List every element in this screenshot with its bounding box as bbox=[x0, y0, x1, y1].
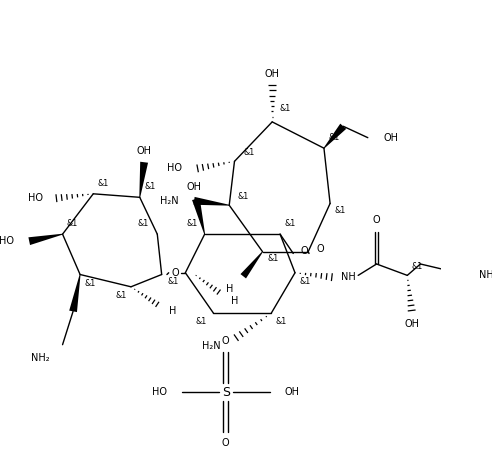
Text: NH: NH bbox=[340, 272, 355, 282]
Polygon shape bbox=[192, 198, 205, 234]
Text: &1: &1 bbox=[279, 104, 290, 113]
Text: &1: &1 bbox=[137, 219, 149, 228]
Text: HO: HO bbox=[167, 163, 182, 174]
Text: HO: HO bbox=[0, 236, 14, 246]
Text: S: S bbox=[222, 385, 230, 399]
Text: &1: &1 bbox=[195, 317, 207, 326]
Text: H₂N: H₂N bbox=[202, 342, 220, 351]
Polygon shape bbox=[139, 162, 148, 197]
Text: &1: &1 bbox=[115, 291, 126, 300]
Text: &1: &1 bbox=[412, 262, 423, 271]
Text: OH: OH bbox=[265, 69, 279, 79]
Text: &1: &1 bbox=[284, 219, 296, 228]
Text: OH: OH bbox=[284, 387, 300, 397]
Text: &1: &1 bbox=[268, 254, 279, 263]
Text: &1: &1 bbox=[276, 317, 287, 326]
Text: &1: &1 bbox=[186, 219, 198, 228]
Text: H: H bbox=[231, 296, 238, 306]
Text: O: O bbox=[222, 336, 230, 346]
Text: &1: &1 bbox=[67, 219, 78, 228]
Polygon shape bbox=[324, 123, 346, 149]
Text: O: O bbox=[373, 215, 380, 225]
Text: H: H bbox=[226, 283, 234, 294]
Text: H₂N: H₂N bbox=[160, 196, 178, 206]
Polygon shape bbox=[29, 234, 62, 245]
Text: &1: &1 bbox=[97, 179, 109, 188]
Text: &1: &1 bbox=[243, 148, 254, 157]
Polygon shape bbox=[241, 252, 263, 279]
Text: H: H bbox=[169, 307, 176, 316]
Text: OH: OH bbox=[404, 319, 419, 329]
Text: OH: OH bbox=[186, 182, 202, 192]
Text: &1: &1 bbox=[300, 277, 310, 286]
Text: O: O bbox=[317, 244, 325, 254]
Text: NH₂: NH₂ bbox=[31, 353, 49, 363]
Polygon shape bbox=[194, 197, 229, 206]
Text: O: O bbox=[300, 246, 308, 256]
Text: &1: &1 bbox=[85, 279, 96, 288]
Text: &1: &1 bbox=[144, 182, 155, 191]
Polygon shape bbox=[69, 274, 81, 312]
Text: OH: OH bbox=[384, 132, 399, 143]
Text: &1: &1 bbox=[238, 192, 249, 201]
Text: NH₂: NH₂ bbox=[479, 271, 492, 280]
Text: HO: HO bbox=[28, 193, 43, 203]
Text: OH: OH bbox=[137, 146, 152, 156]
Text: &1: &1 bbox=[167, 277, 178, 286]
Text: O: O bbox=[171, 268, 179, 278]
Text: &1: &1 bbox=[335, 206, 346, 215]
Text: O: O bbox=[222, 438, 230, 448]
Text: HO: HO bbox=[152, 387, 167, 397]
Text: &1: &1 bbox=[328, 133, 339, 142]
